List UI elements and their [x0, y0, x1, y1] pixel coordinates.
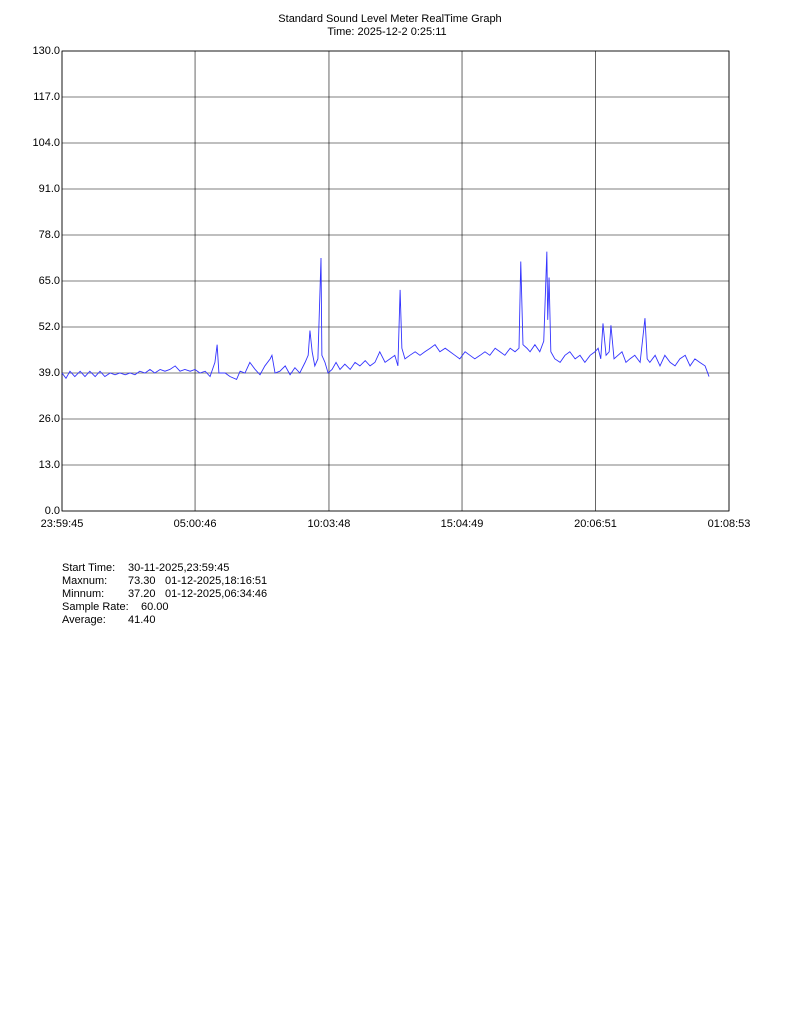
chart-title: Standard Sound Level Meter RealTime Grap… — [278, 13, 501, 25]
data-line — [61, 251, 710, 380]
summary-value: 30-11-2025,23:59:45 — [128, 562, 229, 574]
y-tick-label: 39.0 — [39, 367, 60, 379]
x-tick-label: 23:59:45 — [41, 518, 84, 530]
plot-border — [61, 50, 730, 512]
y-tick-label: 13.0 — [39, 459, 60, 471]
x-tick-label: 01:08:53 — [708, 518, 751, 530]
chart-subtitle: Time: 2025-12-2 0:25:11 — [327, 26, 446, 38]
summary-value: 41.40 — [128, 614, 156, 626]
x-tick-label: 10:03:48 — [308, 518, 351, 530]
summary-label: Average: — [62, 614, 106, 626]
x-tick-label: 20:06:51 — [574, 518, 617, 530]
x-tick-label: 15:04:49 — [441, 518, 484, 530]
y-tick-label: 78.0 — [39, 229, 60, 241]
summary-value: 60.00 — [141, 601, 169, 613]
y-tick-label: 91.0 — [39, 183, 60, 195]
summary-time: 01-12-2025,06:34:46 — [165, 588, 267, 600]
y-tick-label: 130.0 — [32, 45, 60, 57]
summary-label: Minnum: — [62, 588, 104, 600]
summary-label: Sample Rate: — [62, 601, 129, 613]
y-tick-label: 26.0 — [39, 413, 60, 425]
summary-value: 37.20 — [128, 588, 156, 600]
summary-time: 01-12-2025,18:16:51 — [165, 575, 267, 587]
y-tick-label: 65.0 — [39, 275, 60, 287]
summary-label: Maxnum: — [62, 575, 107, 587]
y-tick-label: 0.0 — [45, 505, 60, 517]
summary-value: 73.30 — [128, 575, 156, 587]
y-tick-label: 52.0 — [39, 321, 60, 333]
summary-label: Start Time: — [62, 562, 115, 574]
y-tick-label: 117.0 — [33, 91, 60, 103]
x-tick-label: 05:00:46 — [174, 518, 217, 530]
y-tick-label: 104.0 — [32, 137, 60, 149]
